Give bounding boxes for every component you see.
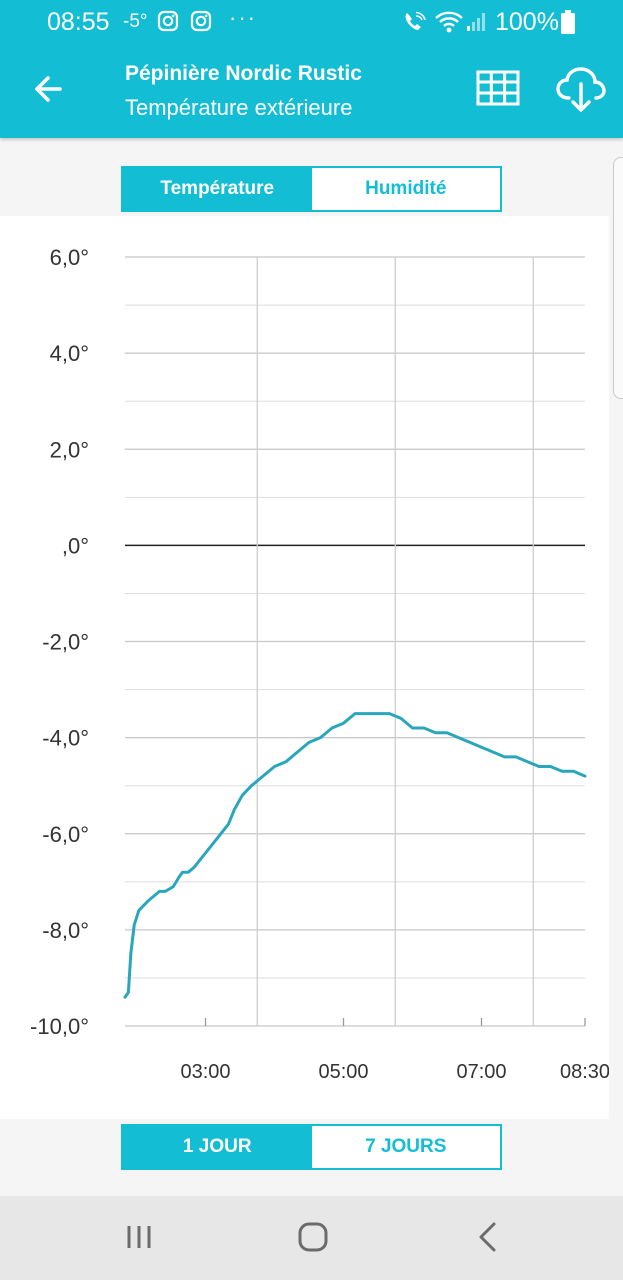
side-panel-handle[interactable] <box>613 157 623 399</box>
data-point <box>133 924 135 926</box>
data-point <box>204 852 207 854</box>
y-tick-label: -2,0° <box>42 630 89 655</box>
wifi-call-icon <box>405 11 426 30</box>
data-point <box>138 909 140 912</box>
data-point <box>388 712 391 715</box>
instagram-icon <box>157 10 179 32</box>
data-point <box>308 741 310 744</box>
x-tick-label: 03:00 <box>180 1061 230 1083</box>
period-toggle: 1 JOUR 7 JOURS <box>121 1124 502 1170</box>
data-point <box>285 760 287 763</box>
cloud-download-icon[interactable] <box>554 64 608 116</box>
tab-7-days[interactable]: 7 JOURS <box>365 1136 447 1157</box>
x-tick-label: 08:30 <box>560 1061 609 1083</box>
data-point <box>584 775 586 777</box>
status-time: 08:55 <box>47 8 110 36</box>
data-point <box>423 727 425 729</box>
temperature-series-line <box>123 712 587 999</box>
data-point <box>434 732 437 734</box>
data-point <box>469 741 471 744</box>
data-point <box>549 765 552 768</box>
data-point <box>178 876 180 878</box>
y-tick-label: 2,0° <box>50 437 89 462</box>
data-point <box>262 775 264 777</box>
data-point <box>127 991 130 994</box>
data-point <box>526 760 529 763</box>
app-bar: Pépinière Nordic Rustic Température exté… <box>0 44 623 138</box>
data-point <box>250 784 253 787</box>
y-tick-label: -8,0° <box>42 918 89 943</box>
data-point <box>172 885 175 888</box>
home-icon[interactable] <box>297 1221 329 1253</box>
table-view-icon[interactable] <box>472 68 524 112</box>
data-point <box>164 890 167 893</box>
battery-icon <box>561 10 575 34</box>
data-point <box>241 794 244 797</box>
data-point <box>233 808 236 811</box>
data-point <box>273 765 276 768</box>
data-point <box>296 751 299 753</box>
more-notifications-icon: ··· <box>229 5 257 30</box>
data-point <box>446 732 448 734</box>
y-tick-label: 4,0° <box>50 341 89 366</box>
data-point <box>181 871 184 873</box>
y-tick-label: -4,0° <box>42 726 89 751</box>
recent-apps-icon[interactable] <box>124 1222 154 1252</box>
data-point <box>129 953 132 955</box>
data-point <box>216 837 218 840</box>
tab-humidity[interactable]: Humidité <box>365 178 447 199</box>
battery-level: 100% <box>495 8 559 36</box>
y-tick-label: -6,0° <box>42 822 89 847</box>
data-point <box>503 756 506 758</box>
status-bar: 08:55 -5° ··· 100% <box>0 0 623 44</box>
x-tick-label: 05:00 <box>318 1061 368 1083</box>
back-arrow-icon[interactable] <box>26 66 72 112</box>
data-point <box>377 712 379 715</box>
tab-1-day[interactable]: 1 JOUR <box>123 1126 312 1168</box>
data-point <box>492 751 494 753</box>
x-tick-label: 07:00 <box>456 1061 506 1083</box>
data-point <box>319 736 322 739</box>
data-point <box>400 717 402 720</box>
data-point <box>354 712 356 715</box>
wifi-icon <box>435 11 463 33</box>
tab-temperature[interactable]: Température <box>123 168 312 210</box>
temperature-chart: 6,0° 4,0° 2,0° ,0° -2,0° -4,0° -6,0° -8,0° -10,0… <box>30 245 610 1083</box>
data-point <box>515 756 517 758</box>
data-point <box>538 765 540 768</box>
data-point <box>331 727 333 729</box>
data-point <box>124 996 126 998</box>
data-point <box>193 866 195 869</box>
y-tick-label: 6,0° <box>50 245 89 270</box>
instagram-icon <box>190 10 212 32</box>
data-point <box>227 823 230 825</box>
back-nav-icon[interactable] <box>474 1221 502 1253</box>
navigation-bar <box>0 1196 623 1280</box>
data-point <box>158 890 161 893</box>
y-tick-label: -10,0° <box>30 1014 89 1039</box>
data-point <box>561 770 563 773</box>
data-point <box>457 736 460 739</box>
metric-toggle: Température Humidité <box>121 166 502 212</box>
data-point <box>572 770 575 773</box>
data-point <box>147 900 149 902</box>
signal-icon <box>467 13 485 31</box>
chart-area: 6,0° 4,0° 2,0° ,0° -2,0° -4,0° -6,0° -8,0° -10,0… <box>0 216 610 1119</box>
data-point <box>342 722 345 725</box>
data-point <box>480 746 483 749</box>
page-subtitle: Température extérieure <box>125 95 353 120</box>
data-point <box>187 871 190 873</box>
data-point <box>365 712 368 715</box>
status-temperature: -5° <box>123 11 148 32</box>
page-title: Pépinière Nordic Rustic <box>125 62 362 85</box>
y-tick-label: ,0° <box>62 533 89 558</box>
data-point <box>411 727 414 729</box>
